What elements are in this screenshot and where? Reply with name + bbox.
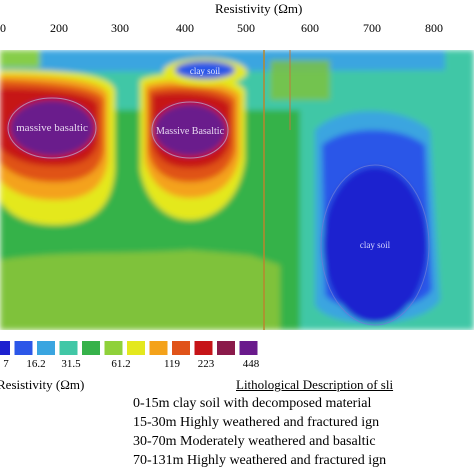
scale-label: 61.2: [111, 358, 131, 370]
x-tick-label: 500: [237, 21, 255, 35]
scale-label: 223: [197, 358, 215, 370]
lithology-line: 70-131m Highly weathered and fractured i…: [133, 453, 387, 468]
x-tick-label: 700: [363, 21, 381, 35]
color-scale-swatch: [0, 341, 10, 355]
scale-label: 7: [3, 358, 9, 370]
color-scale-swatch: [194, 341, 213, 355]
lithology-line: 15-30m Highly weathered and fractured ig…: [133, 415, 380, 430]
color-scale-swatch: [149, 341, 168, 355]
lithology-line: 0-15m clay soil with decomposed material: [133, 396, 372, 411]
color-scale-bar: [0, 341, 258, 355]
scale-label: 16.2: [26, 358, 46, 370]
color-scale-swatch: [104, 341, 123, 355]
x-tick-label: 400: [176, 21, 194, 35]
resistivity-section: massive basaltic Massive Basaltic clay s…: [0, 50, 474, 330]
x-tick-label: 200: [50, 21, 68, 35]
x-tick-label: 800: [425, 21, 443, 35]
scale-label: 448: [242, 358, 260, 370]
color-scale-swatch: [82, 341, 100, 355]
scale-label: 119: [163, 358, 181, 370]
color-scale-swatch: [239, 341, 258, 355]
zone-label: Massive Basaltic: [156, 126, 225, 137]
x-tick-label: 300: [111, 21, 129, 35]
lithology-line: 30-70m Moderately weathered and basaltic: [133, 434, 376, 449]
x-axis-title: Resistivity (Ωm): [215, 1, 303, 16]
x-tick-label: 600: [301, 21, 319, 35]
x-tick-label: 0: [0, 21, 6, 35]
color-scale-swatch: [127, 341, 145, 355]
color-scale-swatch: [172, 341, 190, 355]
color-scale-swatch: [37, 341, 55, 355]
color-scale-swatch: [217, 341, 235, 355]
zone-label: clay soil: [360, 240, 391, 250]
lithology-title: Lithological Description of sli: [236, 377, 394, 392]
zone-label: clay soil: [190, 66, 221, 76]
scale-label: 31.5: [61, 358, 81, 370]
color-scale-title: Resistivity (Ωm): [0, 377, 85, 392]
color-scale-swatch: [59, 341, 78, 355]
zone-label: massive basaltic: [16, 122, 88, 134]
color-scale-swatch: [14, 341, 33, 355]
